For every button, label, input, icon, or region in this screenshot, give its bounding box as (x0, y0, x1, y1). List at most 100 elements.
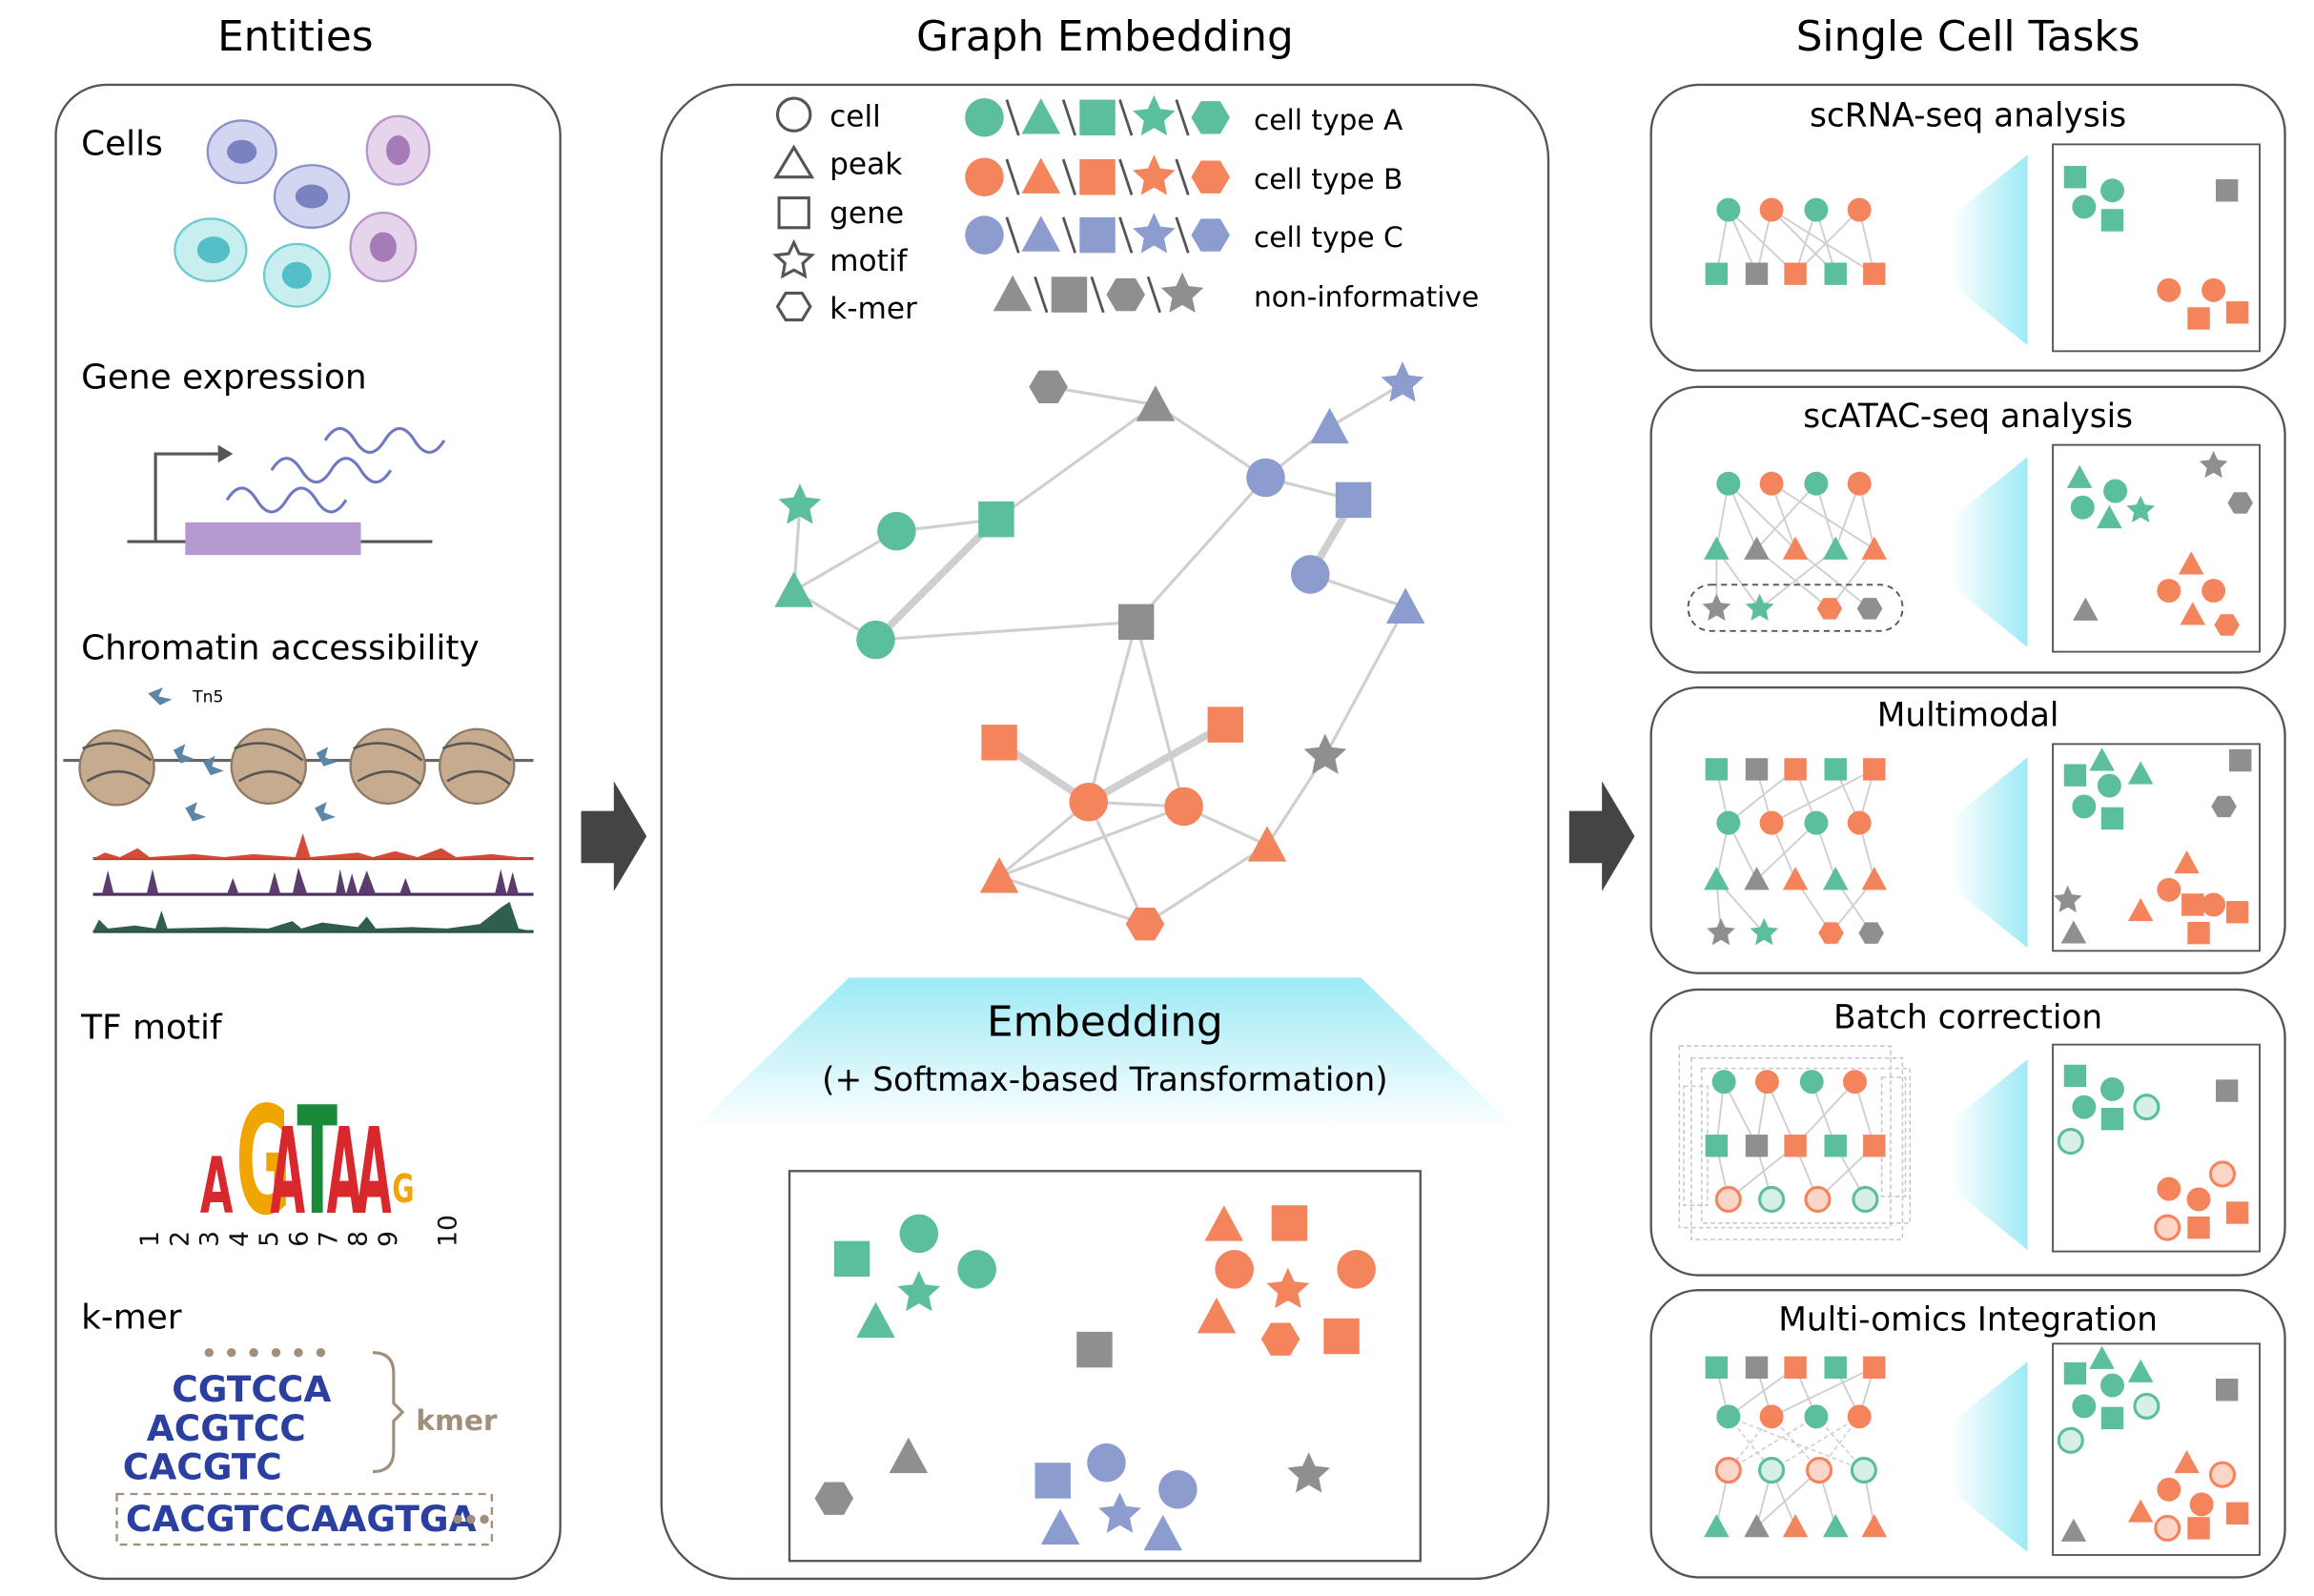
graph-node-kmer (1125, 908, 1165, 941)
embedding-projection (1951, 457, 2028, 647)
graph-node-gene (1335, 481, 1372, 519)
legend-shape-label: gene (829, 196, 904, 231)
motif-position: 4 (225, 1231, 255, 1247)
task-title: scRNA-seq analysis (1810, 97, 2126, 135)
graph-node-peak (1247, 826, 1287, 862)
task-title: Multi-omics Integration (1778, 1300, 2158, 1339)
color-legend: cell type A cell type B cell type C non-… (965, 94, 1479, 314)
legend-color-label: cell type C (1254, 220, 1403, 254)
entity-cells-label: Cells (81, 124, 163, 163)
motif-letter: A (270, 1103, 305, 1241)
kmer-row: CGTCCA (172, 1368, 331, 1410)
title-single-cell-tasks: Single Cell Tasks (1796, 12, 2140, 61)
graph-node-cell (1246, 458, 1285, 498)
legend-shape-label: peak (829, 148, 902, 182)
arrow-right-icon (581, 781, 647, 891)
motif-position: 10 (433, 1215, 462, 1247)
motif-letter: A (357, 1103, 392, 1241)
graph-node-peak (979, 856, 1019, 893)
motif-position: 3 (195, 1231, 225, 1247)
motif-position: 6 (284, 1231, 314, 1247)
legend-color-label: non-informative (1254, 280, 1479, 314)
legend-row-type-c (965, 213, 1230, 255)
graph-node-gene (1207, 706, 1244, 743)
graph-node-cell (1164, 787, 1203, 827)
embedding-projection (1951, 154, 2028, 346)
entity-kmer-label: k-mer (81, 1299, 182, 1338)
task-panel-multimodal: Multimodal (1649, 685, 2286, 974)
motif-letter: A (200, 1142, 234, 1232)
graph-node-motif (1381, 361, 1424, 402)
graph-node-gene (1117, 604, 1155, 641)
embedding-projection (1951, 1361, 2028, 1552)
kmer-sequence-box (115, 1492, 494, 1546)
gene-expression-illustration (127, 426, 446, 556)
kmer-row: CACGTC (123, 1445, 282, 1487)
motif-position: 9 (374, 1231, 403, 1247)
task-panel-scatac: scATAC-seq analysis (1649, 385, 2286, 674)
motif-position: 8 (344, 1231, 374, 1247)
title-graph-embedding: Graph Embedding (916, 12, 1294, 61)
legend-row-type-a (965, 94, 1230, 137)
graph-node-cell (1290, 555, 1330, 594)
graph-node-cell (877, 511, 916, 551)
peak-legend-icon (773, 144, 815, 179)
graph-node-peak (1310, 407, 1349, 444)
graph-nodes (774, 361, 1425, 941)
embedding-trapezoid (690, 977, 1519, 1132)
kmer-illustration: CGTCCA ACGTCC CACGTC kmer CACGTCCAAGTGA (115, 1348, 498, 1546)
entity-chromatin-label: Chromatin accessibility (81, 628, 480, 667)
kmer-bracket-label: kmer (416, 1403, 498, 1437)
chromatin-illustration: Tn5 (63, 687, 534, 933)
gene-legend-icon (777, 196, 810, 230)
motif-letter: G (392, 1167, 414, 1213)
legend-row-noninformative (993, 272, 1204, 313)
task-panel-multiomics: Multi-omics Integration (1649, 1288, 2286, 1579)
motif-position: 7 (315, 1231, 344, 1247)
kmer-sequence: CACGTCCAAGTGA (126, 1498, 477, 1540)
legend-row-type-b (965, 154, 1230, 197)
graph-node-cell (1069, 782, 1108, 822)
graph-network (774, 361, 1425, 941)
task-panel-scrna: scRNA-seq analysis (1649, 83, 2286, 372)
graph-node-kmer (1029, 370, 1068, 403)
legend-shape-label: k-mer (829, 292, 917, 326)
motif-position: 2 (165, 1231, 195, 1247)
legend-color-label: cell type A (1254, 103, 1403, 136)
embedding-subtitle: (+ Softmax-based Transformation) (822, 1061, 1387, 1099)
legend-color-label: cell type B (1254, 162, 1403, 195)
motif-position: 1 (135, 1231, 165, 1247)
embedding-projection (1951, 757, 2028, 949)
kmer-row: ACGTCC (147, 1407, 306, 1449)
graph-node-gene (978, 501, 1014, 538)
task-panel-batch-correction: Batch correction (1649, 988, 2286, 1277)
kmer-legend-icon (775, 291, 812, 322)
graph-embedding-panel (660, 83, 1550, 1581)
motif-legend-icon (772, 238, 815, 279)
tf-motif-logo: A G A T A A G 1 2 3 4 5 6 7 8 9 10 (135, 1075, 462, 1250)
graph-node-cell (856, 620, 895, 660)
arrow-right-icon (1568, 781, 1635, 891)
motif-letter: T (297, 1076, 338, 1249)
task-title: Batch correction (1833, 998, 2102, 1036)
title-entities: Entities (217, 12, 373, 61)
entity-tf-motif-label: TF motif (80, 1008, 223, 1047)
graph-node-peak (774, 571, 813, 607)
graph-node-gene (981, 725, 1017, 761)
shape-legend: cell peak gene motif k-mer (772, 96, 917, 326)
motif-letter: A (327, 1103, 362, 1241)
legend-shape-label: cell (829, 100, 881, 134)
task-title: scATAC-seq analysis (1803, 398, 2133, 436)
motif-letter: G (235, 1075, 291, 1249)
cells-illustration (174, 114, 431, 308)
motif-position-labels: 1 2 3 4 5 6 7 8 9 10 (135, 1215, 462, 1247)
embedding-projection (1951, 1059, 2028, 1251)
entity-gene-expression-label: Gene expression (81, 358, 367, 397)
graph-node-peak (1385, 587, 1425, 624)
embedding-title: Embedding (987, 997, 1223, 1046)
cell-legend-icon (775, 96, 812, 133)
graph-node-motif (1303, 733, 1347, 774)
legend-shape-label: motif (829, 244, 908, 278)
tn5-label: Tn5 (192, 688, 223, 707)
